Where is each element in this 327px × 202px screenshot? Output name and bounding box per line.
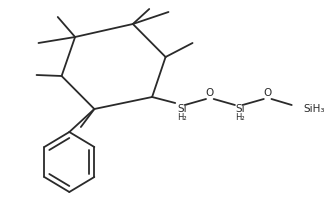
Text: Si: Si xyxy=(235,103,245,114)
Text: SiH₃: SiH₃ xyxy=(303,103,325,114)
Text: H₂: H₂ xyxy=(235,112,245,121)
Text: Si: Si xyxy=(177,103,187,114)
Text: H₂: H₂ xyxy=(177,112,187,121)
Text: O: O xyxy=(206,87,214,98)
Text: O: O xyxy=(264,87,272,98)
